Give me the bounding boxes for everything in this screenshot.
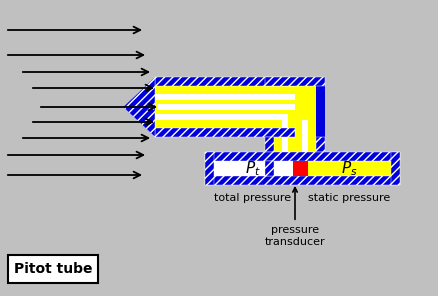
Bar bbox=[282, 161, 293, 176]
Bar bbox=[265, 161, 274, 176]
Text: static pressure: static pressure bbox=[308, 193, 391, 203]
Polygon shape bbox=[147, 100, 155, 114]
Bar bbox=[155, 86, 295, 128]
Polygon shape bbox=[123, 77, 155, 137]
Text: total pressure: total pressure bbox=[214, 193, 291, 203]
Polygon shape bbox=[133, 86, 155, 128]
Polygon shape bbox=[142, 94, 155, 120]
Bar bbox=[155, 100, 295, 114]
Text: $P_s$: $P_s$ bbox=[341, 159, 358, 178]
Bar bbox=[205, 176, 400, 185]
Polygon shape bbox=[123, 77, 155, 137]
Polygon shape bbox=[149, 104, 154, 110]
Text: pressure
transducer: pressure transducer bbox=[265, 188, 325, 247]
Bar bbox=[265, 77, 325, 152]
Text: Pitot tube: Pitot tube bbox=[14, 262, 92, 276]
Bar bbox=[316, 137, 325, 152]
Bar bbox=[155, 94, 295, 120]
Bar bbox=[308, 161, 391, 176]
Bar bbox=[155, 77, 295, 86]
Bar bbox=[155, 77, 295, 137]
Bar bbox=[288, 114, 302, 152]
Bar bbox=[205, 152, 214, 185]
Bar bbox=[205, 152, 400, 185]
Bar bbox=[157, 104, 295, 110]
Bar bbox=[274, 86, 316, 152]
Text: $P_t$: $P_t$ bbox=[245, 159, 260, 178]
Bar bbox=[214, 161, 282, 176]
Bar bbox=[282, 161, 308, 176]
Bar bbox=[265, 137, 274, 152]
Bar bbox=[205, 152, 400, 161]
Bar bbox=[8, 255, 98, 283]
Bar bbox=[155, 128, 295, 137]
Bar bbox=[265, 77, 325, 86]
Bar bbox=[391, 152, 400, 185]
Bar bbox=[282, 120, 308, 152]
